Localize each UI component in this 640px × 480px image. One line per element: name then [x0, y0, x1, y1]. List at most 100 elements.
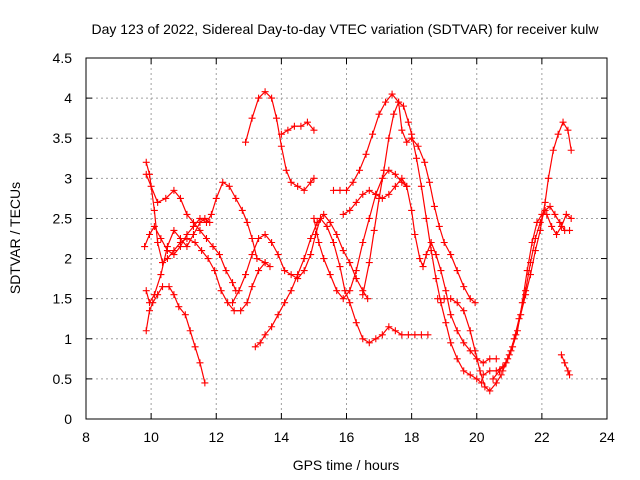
data-point: [395, 98, 403, 106]
x-tick-label: 14: [274, 429, 290, 445]
chart-title: Day 123 of 2022, Sidereal Day-to-day VTE…: [91, 21, 599, 37]
data-point: [235, 287, 243, 295]
series-line: [145, 217, 211, 304]
data-point: [352, 267, 360, 275]
data-point: [343, 186, 350, 194]
data-point: [290, 122, 298, 130]
data-point: [315, 239, 323, 247]
data-point: [209, 243, 217, 251]
data-point: [145, 299, 153, 307]
y-tick-label: 0.5: [53, 371, 73, 387]
data-point: [417, 182, 425, 190]
data-point: [432, 251, 440, 259]
data-point: [312, 230, 320, 238]
data-point: [294, 182, 302, 190]
series-arc-17: [499, 202, 574, 375]
data-point: [256, 339, 264, 347]
x-tick-label: 12: [208, 429, 224, 445]
data-point: [191, 343, 199, 351]
data-point: [476, 367, 484, 375]
data-point: [165, 283, 173, 291]
data-point: [404, 331, 412, 339]
data-point: [486, 367, 494, 375]
data-point: [549, 146, 557, 154]
data-point: [422, 214, 430, 222]
data-point: [536, 218, 544, 226]
data-point: [237, 307, 245, 315]
data-point: [170, 291, 178, 299]
data-point: [481, 383, 489, 391]
data-point: [416, 255, 424, 263]
data-point: [268, 239, 276, 247]
series-line: [560, 354, 571, 376]
x-axis-label: GPS time / hours: [293, 457, 400, 473]
data-point: [346, 287, 354, 295]
data-point: [181, 311, 189, 319]
x-tick-label: 16: [339, 429, 355, 445]
data-point: [339, 210, 347, 218]
data-point: [186, 327, 194, 335]
data-point: [248, 283, 256, 291]
data-point: [435, 222, 443, 230]
data-point: [442, 287, 450, 295]
data-point: [390, 110, 398, 118]
data-point: [170, 226, 178, 234]
y-tick-label: 3.5: [53, 130, 73, 146]
data-point: [145, 307, 153, 315]
data-point: [447, 339, 455, 347]
data-point: [427, 239, 435, 247]
data-point: [479, 359, 487, 367]
data-point: [471, 299, 479, 307]
data-point: [307, 251, 315, 259]
data-point: [154, 198, 162, 206]
data-point: [385, 323, 393, 331]
data-point: [157, 235, 165, 242]
data-point: [336, 263, 344, 271]
data-point: [282, 166, 290, 174]
data-point: [142, 158, 150, 166]
data-point: [277, 130, 285, 138]
data-point: [183, 230, 191, 238]
data-point: [170, 251, 178, 259]
data-point: [404, 118, 412, 126]
data-point: [154, 239, 162, 247]
data-point: [281, 299, 289, 307]
data-point: [554, 130, 562, 138]
data-point: [489, 375, 497, 383]
data-point: [303, 118, 311, 126]
data-point: [460, 283, 468, 291]
x-tick-label: 22: [534, 429, 550, 445]
data-point: [196, 359, 204, 367]
data-point: [492, 379, 500, 387]
data-point: [375, 194, 383, 202]
series-arc-7: [277, 118, 318, 138]
data-point: [473, 375, 481, 383]
data-point: [222, 267, 230, 275]
series-arc-18: [557, 351, 574, 379]
series-line: [145, 173, 237, 292]
data-point: [261, 88, 269, 96]
data-point: [207, 210, 215, 218]
data-point: [564, 367, 572, 375]
y-axis: 0 0.5 1 1.5 2 2.5 3 3.5 4 4.5: [53, 50, 607, 427]
series-arc-1: [142, 158, 274, 315]
series-line: [342, 177, 497, 364]
series-line: [231, 217, 429, 344]
data-point: [219, 178, 227, 186]
series-line: [145, 286, 206, 384]
data-point: [447, 251, 455, 259]
y-tick-label: 4.5: [53, 50, 73, 66]
data-point: [202, 218, 210, 226]
data-point: [159, 283, 167, 291]
data-point: [460, 339, 468, 347]
series-arc-12: [339, 174, 500, 367]
data-point: [320, 255, 328, 263]
data-point: [564, 126, 572, 134]
data-point: [466, 327, 474, 335]
data-point: [432, 275, 440, 283]
data-point: [201, 379, 209, 387]
data-point: [346, 259, 354, 267]
data-point: [479, 371, 487, 379]
data-point: [255, 94, 263, 102]
